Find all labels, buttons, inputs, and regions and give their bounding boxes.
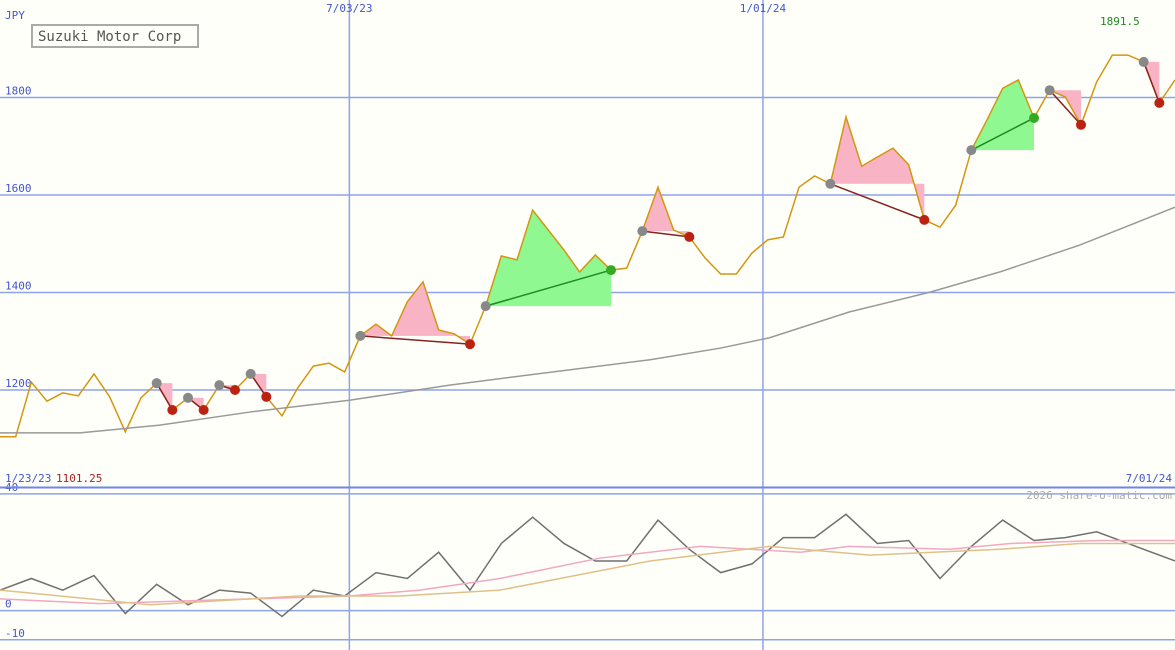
high-label: 1891.5 xyxy=(1100,15,1140,28)
signal-end xyxy=(230,385,240,395)
signal-end xyxy=(261,391,272,402)
start-label: 1/23/23 xyxy=(5,472,51,485)
signal-start xyxy=(480,301,491,312)
signal-start xyxy=(151,378,162,389)
signal-start xyxy=(214,380,225,391)
signal-line xyxy=(970,117,1035,151)
series-line xyxy=(0,542,1175,606)
signal-start xyxy=(1138,56,1149,67)
signal-end xyxy=(167,404,178,415)
signal-line xyxy=(156,382,173,411)
signal-end xyxy=(1029,112,1039,123)
signal-end xyxy=(198,404,209,415)
signal-end xyxy=(606,265,616,276)
end-label: 7/01/24 xyxy=(1126,472,1173,485)
signal-line xyxy=(642,230,690,238)
signal-line xyxy=(360,335,471,345)
signal-end xyxy=(1154,97,1165,108)
title-box xyxy=(31,24,199,48)
signal-start xyxy=(637,226,648,237)
y-tick-label: 0 xyxy=(5,598,12,611)
low-label: 1101.25 xyxy=(56,472,102,485)
credit: 2026 share-o-matic.com xyxy=(1026,489,1172,502)
signal-start xyxy=(183,392,193,403)
signal-start xyxy=(966,145,977,156)
signal-line xyxy=(830,183,925,221)
signal-end xyxy=(465,339,475,350)
signal-end xyxy=(684,231,695,242)
chart-title: Suzuki Motor Corp xyxy=(38,29,181,45)
x-tick-label: 1/01/24 xyxy=(740,2,787,15)
y-tick-label: -10 xyxy=(5,627,25,640)
signal-end xyxy=(1076,119,1086,130)
signal-area xyxy=(360,281,470,345)
y-tick-label: 1200 xyxy=(5,377,32,390)
y-tick-label: 1600 xyxy=(5,182,32,195)
signal-start xyxy=(355,330,366,341)
signal-start xyxy=(825,178,836,189)
signal-end xyxy=(919,214,930,225)
signal-area xyxy=(1049,90,1081,125)
series-line xyxy=(0,206,1175,434)
x-tick-label: 7/03/23 xyxy=(326,2,372,15)
y-tick-label: 1800 xyxy=(5,85,32,98)
signal-line xyxy=(1049,89,1082,126)
y-tick-label: 1400 xyxy=(5,280,32,293)
signal-line xyxy=(485,269,612,307)
y-axis-label: JPY xyxy=(5,9,25,22)
signal-line xyxy=(1142,61,1161,104)
signal-area xyxy=(485,210,611,307)
signal-start xyxy=(1044,85,1055,96)
signal-area xyxy=(971,79,1034,151)
signal-start xyxy=(245,368,256,379)
